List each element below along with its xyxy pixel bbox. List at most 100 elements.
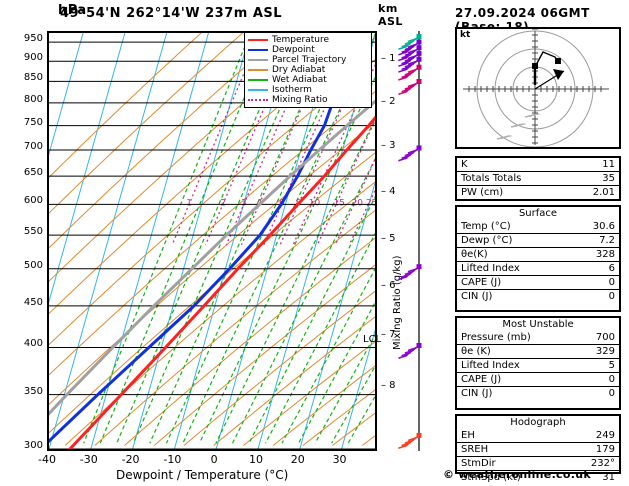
hodograph-stat-value: 31 [602, 472, 615, 483]
most-unstable-label: θe (K) [461, 346, 491, 357]
temp-tick--30: -30 [79, 453, 98, 466]
surface-value: 7.2 [599, 235, 615, 246]
legend-item-0: Temperature [248, 35, 368, 45]
surface-row: Temp (°C) 30.6 [457, 220, 619, 233]
most-unstable-row: CIN (J) 0 [457, 386, 619, 400]
svg-text:10: 10 [309, 198, 321, 208]
legend-item-4: Wet Adiabat [248, 75, 368, 85]
pressure-tick-950: 950 [23, 33, 43, 45]
hodograph-stat-label: StmDir [461, 458, 496, 469]
most-unstable-row: CAPE (J) 0 [457, 372, 619, 386]
surface-row: θe(K) 328 [457, 247, 619, 261]
svg-text:3: 3 [241, 198, 247, 208]
legend-swatch-icon [248, 69, 268, 71]
legend-label: Mixing Ratio [272, 94, 328, 105]
temp-tick-20: 20 [290, 453, 305, 466]
svg-text:25: 25 [366, 198, 375, 208]
legend-swatch-icon [248, 59, 268, 61]
surface-row: CIN (J) 0 [457, 289, 619, 303]
legend-label: Dewpoint [272, 44, 315, 55]
surface-label: Dewp (°C) [461, 235, 513, 246]
most-unstable-value: 5 [608, 360, 615, 371]
surface-label: CAPE (J) [461, 277, 502, 288]
height-tick-2: – 2 [381, 96, 396, 108]
legend-swatch-icon [248, 49, 268, 51]
legend-item-5: Isotherm [248, 85, 368, 95]
index-value: 35 [602, 173, 615, 184]
legend: Temperature Dewpoint Parcel Trajectory Dry … [244, 32, 372, 108]
surface-value: 30.6 [592, 221, 615, 232]
temp-tick--20: -20 [121, 453, 140, 466]
height-tick-5: – 5 [381, 232, 396, 244]
skewt-diagram[interactable]: 12346810152025 [47, 31, 377, 451]
legend-item-3: Dry Adiabat [248, 65, 368, 75]
hodograph-stat-label: StmSpd (kt) [461, 472, 521, 483]
legend-swatch-icon [248, 79, 268, 81]
pressure-tick-850: 850 [23, 72, 43, 84]
index-row: K 11 [457, 158, 619, 171]
height-unit-label-2: ASL [378, 15, 403, 28]
wind-barb-column [396, 31, 442, 451]
index-label: K [461, 159, 468, 170]
x-axis-label: Dewpoint / Temperature (°C) [116, 468, 289, 482]
hodograph-stat-row: StmDir 232° [457, 456, 619, 470]
pressure-tick-600: 600 [23, 195, 43, 207]
hodograph[interactable]: kt [455, 22, 621, 156]
legend-swatch-icon [248, 99, 268, 101]
pressure-tick-350: 350 [23, 385, 43, 397]
index-value: 2.01 [592, 187, 615, 198]
hodograph-stat-row: EH 249 [457, 429, 619, 442]
temp-tick-10: 10 [248, 453, 263, 466]
most-unstable-row: Lifted Index 5 [457, 358, 619, 372]
pressure-tick-800: 800 [23, 93, 43, 105]
legend-label: Parcel Trajectory [272, 54, 347, 65]
surface-row: CAPE (J) 0 [457, 275, 619, 289]
surface-label: Lifted Index [461, 263, 520, 274]
surface-label: θe(K) [461, 249, 488, 260]
height-tick-4: – 4 [381, 185, 396, 197]
height-tick-3: – 3 [381, 140, 396, 152]
legend-item-1: Dewpoint [248, 45, 368, 55]
surface-value: 6 [608, 263, 615, 274]
svg-text:15: 15 [333, 198, 344, 208]
legend-label: Wet Adiabat [272, 74, 327, 85]
legend-label: Isotherm [272, 84, 312, 95]
pressure-tick-550: 550 [23, 226, 43, 238]
height-tick-8: – 8 [381, 379, 396, 391]
most-unstable-panel-title: Most Unstable [502, 319, 574, 330]
surface-row: Dewp (°C) 7.2 [457, 233, 619, 247]
most-unstable-panel: Most Unstable Pressure (mb) 700 θe (K) 329 L… [455, 316, 621, 410]
indices-panel: K 11 Totals Totals 35 PW (cm) 2.01 [455, 156, 621, 201]
pressure-tick-650: 650 [23, 167, 43, 179]
most-unstable-value: 0 [608, 374, 615, 385]
legend-swatch-icon [248, 39, 268, 41]
hodograph-stat-row: SREH 179 [457, 442, 619, 456]
surface-panel: Surface Temp (°C) 30.6 Dewp (°C) 7.2 θe(K) 32… [455, 205, 621, 312]
legend-label: Dry Adiabat [272, 64, 326, 75]
height-tick-6: – 6 [381, 280, 396, 292]
most-unstable-row: Pressure (mb) 700 [457, 331, 619, 344]
temp-tick--40: -40 [38, 453, 56, 466]
surface-panel-title: Surface [518, 208, 558, 219]
legend-item-6: Mixing Ratio [248, 95, 368, 105]
surface-value: 0 [608, 277, 615, 288]
height-tick-7: – 7 [381, 329, 396, 341]
temp-tick-30: 30 [332, 453, 347, 466]
pressure-tick-750: 750 [23, 116, 43, 128]
legend-item-2: Parcel Trajectory [248, 55, 368, 65]
hodograph-stat-row: StmSpd (kt) 31 [457, 470, 619, 484]
hodograph-stat-value: 249 [595, 430, 615, 441]
hodograph-stats-panel: Hodograph EH 249 SREH 179 StmDir 232° StmSpd (… [455, 414, 621, 483]
temp-tick--10: -10 [163, 453, 182, 466]
surface-value: 0 [608, 291, 615, 302]
most-unstable-row: θe (K) 329 [457, 344, 619, 358]
most-unstable-value: 329 [595, 346, 615, 357]
surface-label: CIN (J) [461, 291, 493, 302]
surface-row: Lifted Index 6 [457, 261, 619, 275]
svg-text:1: 1 [186, 198, 192, 208]
surface-label: Temp (°C) [461, 221, 511, 232]
footer-copyright: © weatheronline.co.uk [443, 468, 591, 481]
index-value: 11 [602, 159, 615, 170]
most-unstable-label: Lifted Index [461, 360, 520, 371]
most-unstable-label: CAPE (J) [461, 374, 502, 385]
